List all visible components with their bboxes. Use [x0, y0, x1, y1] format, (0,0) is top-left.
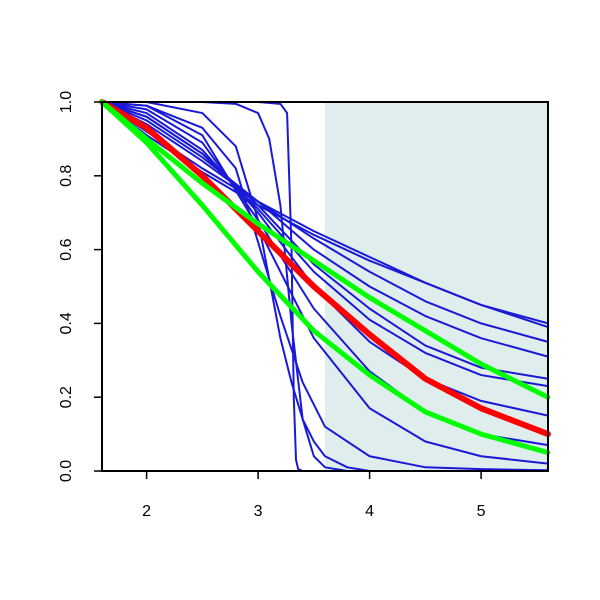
series-line-blue-5	[101, 101, 549, 388]
series-line-blue-11	[101, 101, 549, 472]
series-line-blue-10	[101, 101, 549, 472]
x-tick-label-4: 4	[365, 503, 374, 520]
y-tick-label-0: 0.0	[58, 460, 75, 482]
series-line-green-14	[99, 99, 551, 400]
series-layer	[99, 99, 551, 472]
y-tick-label-0.2: 0.2	[58, 386, 75, 408]
series-line-blue-3	[101, 101, 549, 358]
plot-border	[101, 101, 549, 472]
axes-layer: 2 3 4 5 0.0 0.2 0.4 0.6 0.8 1.0	[58, 91, 549, 520]
series-line-red-13	[99, 99, 551, 438]
x-tick-label-2: 2	[142, 503, 151, 520]
series-line-blue-9	[101, 101, 549, 472]
y-tick-label-0.6: 0.6	[58, 238, 75, 260]
series-line-green-15	[99, 99, 551, 456]
series-line-blue-2	[101, 101, 549, 343]
x-tick-label-3: 3	[254, 503, 263, 520]
x-tick-label-5: 5	[477, 503, 486, 520]
y-tick-label-1: 1.0	[58, 91, 75, 113]
y-tick-label-0.4: 0.4	[58, 312, 75, 334]
y-tick-label-0.8: 0.8	[58, 165, 75, 187]
series-line-blue-8	[101, 101, 549, 465]
